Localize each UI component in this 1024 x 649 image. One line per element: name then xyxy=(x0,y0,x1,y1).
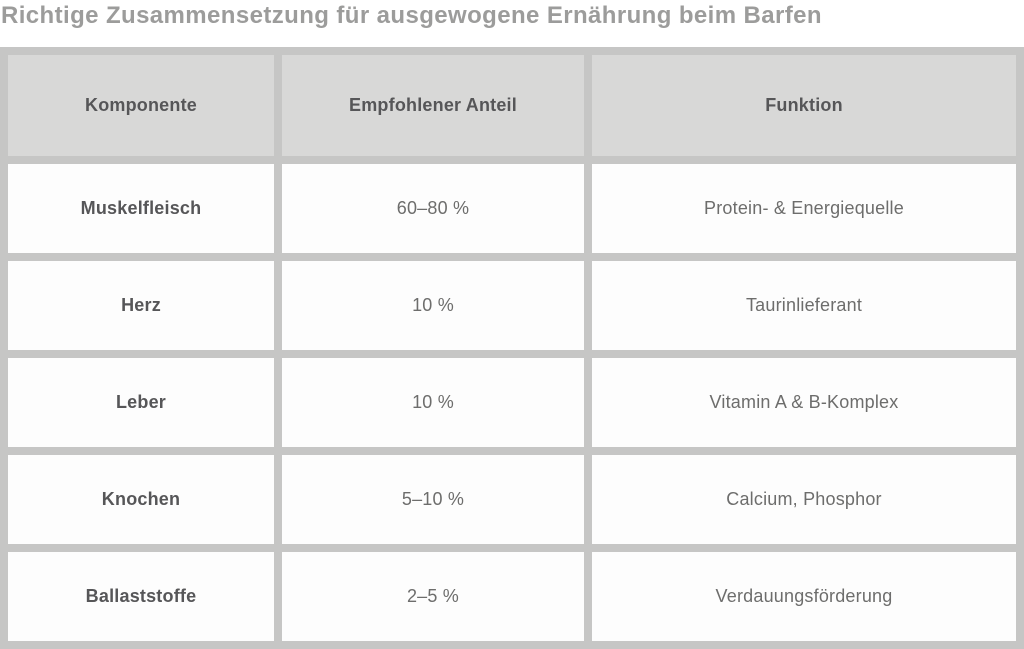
share-cell: 60–80 % xyxy=(282,164,584,253)
component-cell: Ballaststoffe xyxy=(8,552,274,641)
table-row: Herz 10 % Taurinlieferant xyxy=(8,261,1016,350)
column-header-empfohlener-anteil: Empfohlener Anteil xyxy=(282,55,584,156)
function-cell: Calcium, Phosphor xyxy=(592,455,1016,544)
table-row: Leber 10 % Vitamin A & B-Komplex xyxy=(8,358,1016,447)
barf-composition-table: Komponente Empfohlener Anteil Funktion M… xyxy=(0,47,1024,649)
component-cell: Leber xyxy=(8,358,274,447)
component-cell: Herz xyxy=(8,261,274,350)
table-row: Knochen 5–10 % Calcium, Phosphor xyxy=(8,455,1016,544)
function-cell: Verdauungsförderung xyxy=(592,552,1016,641)
share-cell: 2–5 % xyxy=(282,552,584,641)
share-cell: 10 % xyxy=(282,358,584,447)
share-cell: 10 % xyxy=(282,261,584,350)
component-cell: Muskelfleisch xyxy=(8,164,274,253)
share-cell: 5–10 % xyxy=(282,455,584,544)
page-title: Richtige Zusammensetzung für ausgewogene… xyxy=(1,2,822,29)
table-row: Muskelfleisch 60–80 % Protein- & Energie… xyxy=(8,164,1016,253)
function-cell: Taurinlieferant xyxy=(592,261,1016,350)
column-header-komponente: Komponente xyxy=(8,55,274,156)
function-cell: Protein- & Energiequelle xyxy=(592,164,1016,253)
component-cell: Knochen xyxy=(8,455,274,544)
column-header-funktion: Funktion xyxy=(592,55,1016,156)
table-header-row: Komponente Empfohlener Anteil Funktion xyxy=(8,55,1016,156)
function-cell: Vitamin A & B-Komplex xyxy=(592,358,1016,447)
table-row: Ballaststoffe 2–5 % Verdauungsförderung xyxy=(8,552,1016,641)
